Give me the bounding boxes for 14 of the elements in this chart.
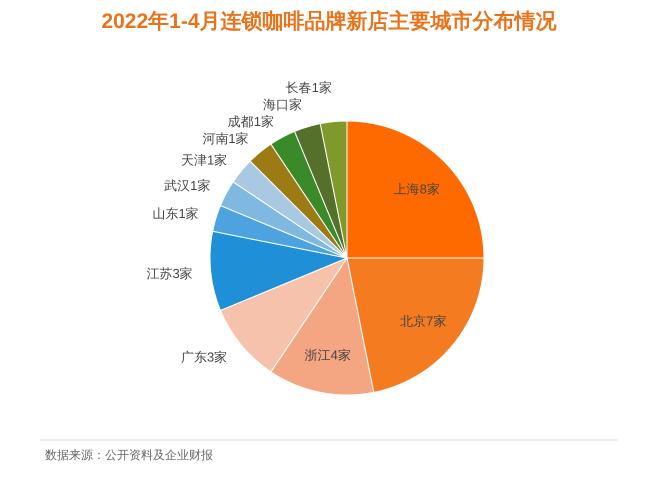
slice-label: 河南1家 <box>202 131 249 146</box>
slice-label: 浙江4家 <box>304 348 351 363</box>
slice-label: 天津1家 <box>180 152 228 168</box>
chart-title: 2022年1-4月连锁咖啡品牌新店主要城市分布情况 <box>101 9 558 33</box>
slice-label: 长春1家 <box>286 80 332 96</box>
slice-label: 北京7家 <box>400 314 446 329</box>
slice-label: 成都1家 <box>228 114 274 130</box>
slice-label: 武汉1家 <box>164 178 210 193</box>
slice-label: 上海8家 <box>394 181 440 196</box>
slice-label: 江苏3家 <box>146 266 193 282</box>
slice-label: 广东3家 <box>180 349 228 364</box>
slice-label: 海口家 <box>263 97 302 112</box>
source-note: 数据来源：公开资料及企业财报 <box>45 448 213 462</box>
slice-label: 山东1家 <box>152 206 199 222</box>
